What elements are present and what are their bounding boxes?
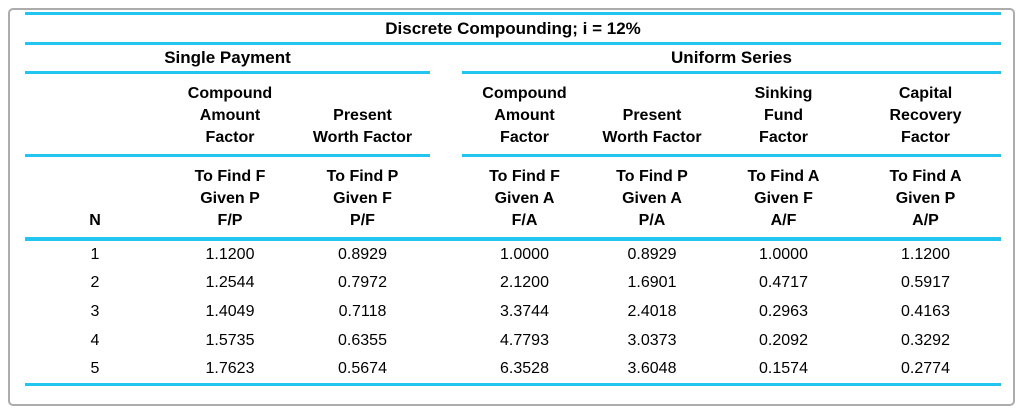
cell-fp: 1.2544 — [205, 273, 255, 291]
group-header-row: Single Payment Uniform Series — [25, 43, 1002, 74]
cell-fa: 3.3744 — [500, 302, 549, 320]
cell-fa: 4.7793 — [500, 331, 549, 349]
cell-pa: 2.4018 — [627, 302, 677, 320]
cell-fp: 1.1200 — [205, 245, 255, 263]
factor-header-spacer — [25, 72, 165, 157]
find-given-header-fp: To Find F Given P F/P — [165, 155, 295, 241]
cell-af: 1.0000 — [759, 245, 808, 263]
cell-pf: 0.6355 — [338, 331, 387, 349]
cell-ap: 0.4163 — [901, 302, 950, 320]
factor-header-row: Compound Amount Factor Present Worth Fac… — [25, 72, 1002, 157]
factor-header-fa: Compound Amount Factor — [462, 72, 587, 157]
cell-pf: 0.7118 — [338, 302, 387, 320]
cell-af: 0.2092 — [759, 331, 808, 349]
cell-pa: 3.0373 — [627, 331, 677, 349]
cell-fa: 1.0000 — [500, 245, 549, 263]
find-given-header-fa: To Find F Given A F/A — [462, 155, 587, 241]
cell-n: 2 — [90, 273, 100, 291]
column-gap — [430, 355, 462, 386]
find-given-header-row: N To Find F Given P F/P To Find P Given … — [25, 155, 1002, 241]
cell-n: 4 — [90, 331, 100, 349]
find-given-header-af: To Find A Given F A/F — [717, 155, 850, 241]
cell-n: 5 — [25, 355, 165, 386]
column-gap — [430, 155, 462, 241]
factor-header-pa: Present Worth Factor — [587, 72, 717, 157]
cell-fp: 1.7623 — [165, 355, 295, 386]
table-frame: Discrete Compounding; i = 12% Single Pay… — [8, 8, 1015, 406]
factor-header-pf: Present Worth Factor — [295, 72, 430, 157]
find-given-header-ap: To Find A Given P A/P — [850, 155, 1002, 241]
table-title: Discrete Compounding; i = 12% — [25, 12, 1002, 45]
cell-pf: 0.8929 — [338, 245, 387, 263]
column-gap — [430, 239, 462, 268]
factor-header-ap: Capital Recovery Factor — [850, 72, 1002, 157]
column-gap — [430, 73, 462, 156]
cell-pa: 1.6901 — [627, 273, 677, 291]
cell-ap: 1.1200 — [901, 245, 950, 263]
cell-fp: 1.4049 — [205, 302, 255, 320]
cell-ap: 0.3292 — [901, 331, 950, 349]
n-column-header: N — [25, 155, 165, 241]
cell-fp: 1.5735 — [205, 331, 255, 349]
table-row: 4 1.5735 0.6355 4.7793 3.0373 0.2092 0.3… — [25, 326, 1001, 355]
compound-interest-table: Discrete Compounding; i = 12% Single Pay… — [25, 12, 1002, 386]
cell-pf: 0.7972 — [338, 273, 387, 291]
cell-fa: 2.1200 — [500, 273, 549, 291]
column-gap — [430, 268, 462, 297]
cell-pf: 0.5674 — [295, 355, 430, 386]
table-row: 3 1.4049 0.7118 3.3744 2.4018 0.2963 0.4… — [25, 297, 1001, 326]
table-row: 1 1.1200 0.8929 1.0000 0.8929 1.0000 1.1… — [25, 239, 1001, 268]
factor-header-fp: Compound Amount Factor — [165, 72, 295, 157]
cell-fa: 6.3528 — [462, 355, 587, 386]
find-given-header-pa: To Find P Given A P/A — [587, 155, 717, 241]
group-header-uniform-series: Uniform Series — [462, 43, 1002, 74]
cell-ap: 0.5917 — [901, 273, 950, 291]
table-row: 5 1.7623 0.5674 6.3528 3.6048 0.1574 0.2… — [25, 355, 1002, 386]
cell-n: 1 — [90, 245, 100, 263]
cell-pa: 3.6048 — [587, 355, 717, 386]
find-given-header-pf: To Find P Given F P/F — [295, 155, 430, 241]
cell-n: 3 — [90, 302, 100, 320]
factor-header-af: Sinking Fund Factor — [717, 72, 850, 157]
cell-af: 0.4717 — [759, 273, 808, 291]
cell-af: 0.2963 — [759, 302, 808, 320]
column-gap — [430, 44, 462, 73]
column-gap — [430, 326, 462, 355]
table-row: 2 1.2544 0.7972 2.1200 1.6901 0.4717 0.5… — [25, 268, 1001, 297]
group-header-single-payment: Single Payment — [25, 43, 430, 74]
column-gap — [430, 297, 462, 326]
cell-ap: 0.2774 — [850, 355, 1002, 386]
title-row: Discrete Compounding; i = 12% — [25, 12, 1002, 45]
cell-pa: 0.8929 — [627, 245, 677, 263]
cell-af: 0.1574 — [717, 355, 850, 386]
